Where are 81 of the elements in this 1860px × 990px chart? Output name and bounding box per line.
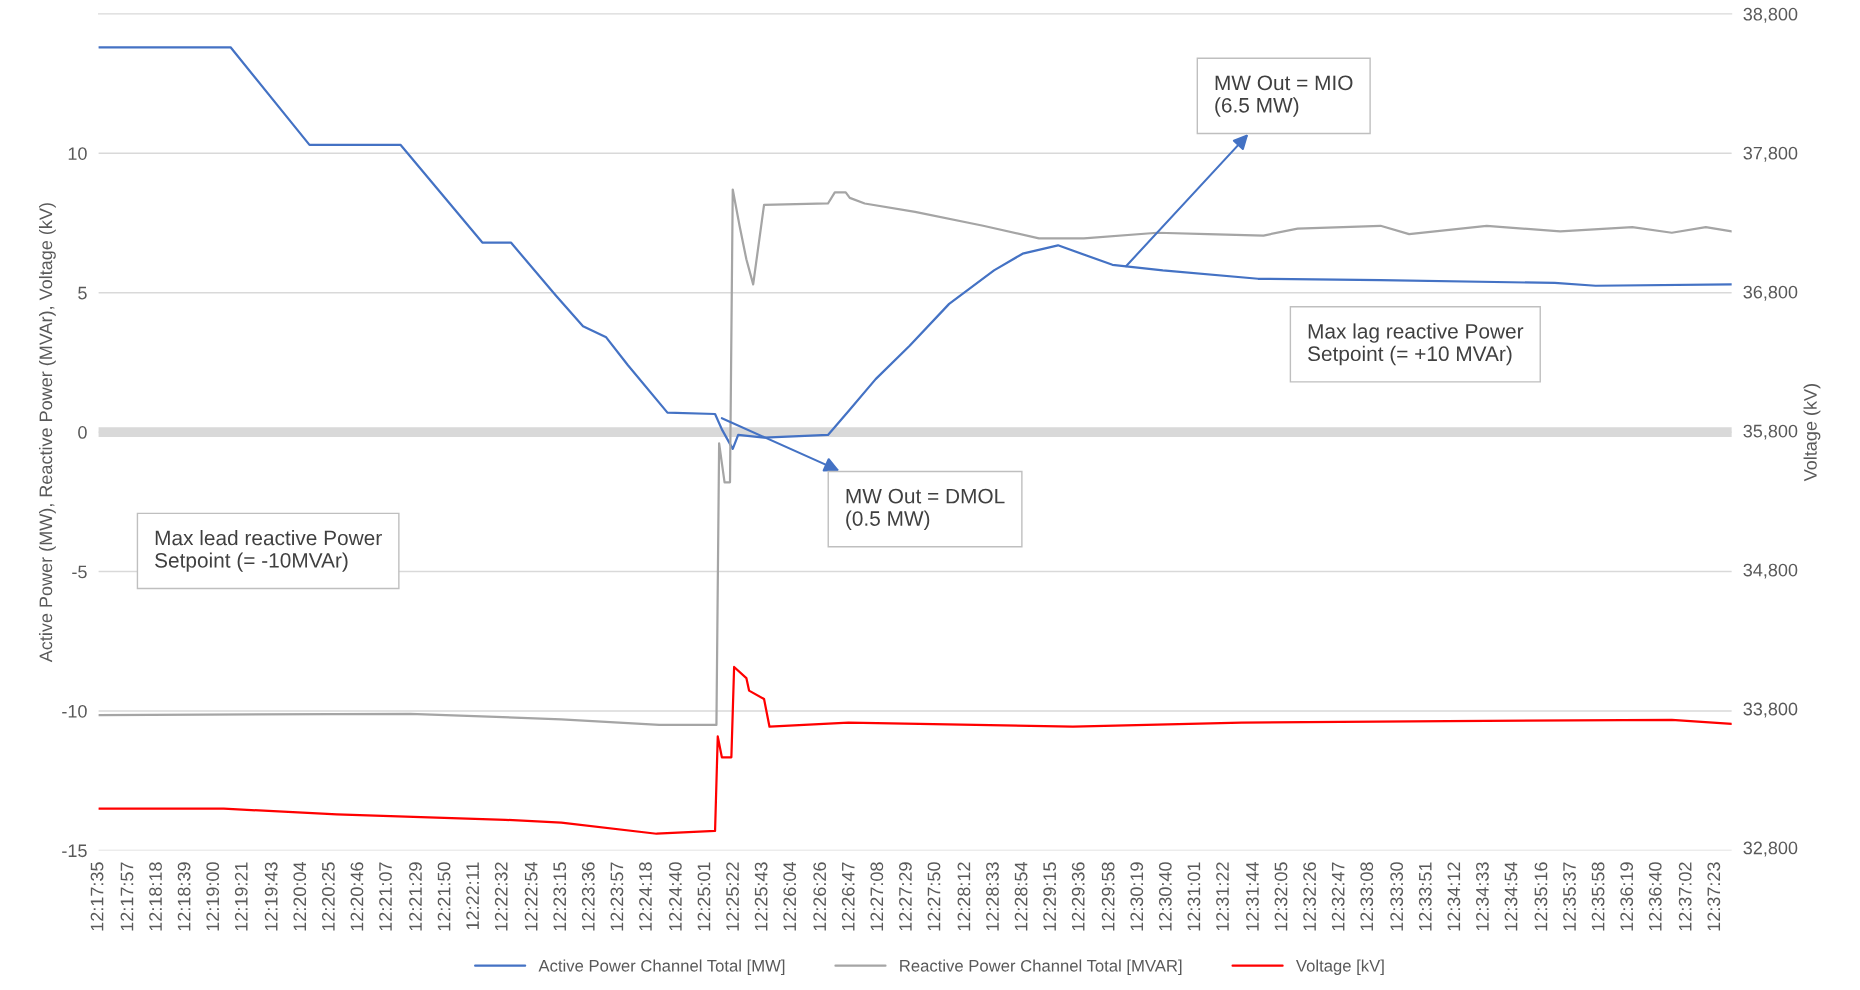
- line-series: [98, 188, 1732, 727]
- x-tick-label: 12:21:07: [379, 862, 392, 931]
- y2-tick-label: 37,800: [1743, 146, 1798, 162]
- x-tick-label: 12:35:58: [1591, 862, 1605, 931]
- x-tick-label: 12:18:18: [149, 862, 162, 931]
- x-tick-label: 12:37:02: [1678, 862, 1692, 931]
- legend-label: Voltage [kV]: [1295, 959, 1384, 975]
- x-tick-label: 12:22:54: [524, 862, 538, 931]
- x-tick-label: 12:33:51: [1418, 862, 1432, 931]
- x-tick-label: 12:36:19: [1620, 862, 1634, 931]
- x-tick-label: 12:23:57: [610, 862, 624, 931]
- x-tick-label: 12:28:33: [986, 862, 999, 931]
- x-tick-label: 12:22:11: [466, 862, 479, 930]
- x-tick-label: 12:35:16: [1534, 862, 1548, 931]
- x-tick-label: 12:17:57: [120, 862, 134, 931]
- x-tick-label: 12:28:54: [1014, 862, 1028, 931]
- x-tick-label: 12:32:26: [1303, 862, 1316, 931]
- y-tick-label: 0: [78, 426, 87, 439]
- annotation: Max lag reactive Power Setpoint (= +10 MVAr): [1308, 323, 1524, 366]
- x-tick-label: 12:20:25: [321, 862, 335, 931]
- x-tick-label: 12:31:44: [1246, 862, 1259, 931]
- x-tick-label: 12:34:12: [1447, 862, 1461, 931]
- y2-tick-label: 32,800: [1743, 841, 1798, 857]
- y-tick-label: -5: [72, 565, 87, 579]
- x-tick-label: 12:29:58: [1101, 862, 1115, 931]
- x-tick-label: 12:32:47: [1331, 862, 1345, 931]
- x-tick-label: 12:27:08: [870, 862, 884, 931]
- x-tick-label: 12:23:15: [553, 862, 567, 931]
- annotation: MW Out = DMOL (0.5 MW): [846, 488, 1005, 531]
- annotation: MW Out = MIO (6.5 MW): [1215, 75, 1353, 117]
- y-axis-title: Active Power (MW), Reactive Power (MVAr), Voltage (kV): [38, 203, 56, 663]
- x-tick-label: 12:25:43: [754, 862, 768, 931]
- x-tick-label: 12:26:47: [841, 862, 855, 931]
- x-tick-label: 12:27:50: [927, 862, 941, 931]
- x-tick-label: 12:30:40: [1158, 862, 1172, 931]
- x-tick-label: 12:27:29: [899, 862, 912, 931]
- x-tick-label: 12:20:46: [350, 862, 364, 931]
- x-tick-label: 12:21:29: [409, 862, 422, 931]
- x-tick-label: 12:21:50: [437, 862, 451, 931]
- x-tick-label: 12:29:36: [1071, 862, 1085, 931]
- x-tick-label: 12:37:23: [1707, 862, 1721, 931]
- x-tick-label: 12:34:33: [1476, 862, 1489, 931]
- y2-tick-label: 38,800: [1743, 7, 1798, 23]
- y-tick-label: -10: [62, 704, 87, 718]
- x-tick-label: 12:24:18: [639, 862, 652, 931]
- x-tick-label: 12:20:04: [293, 862, 307, 931]
- x-tick-label: 12:26:26: [813, 862, 827, 931]
- y-tick-label: 5: [78, 286, 87, 300]
- x-tick-label: 12:34:54: [1504, 862, 1518, 931]
- x-tick-label: 12:26:04: [783, 862, 797, 931]
- x-tick-label: 12:30:19: [1130, 862, 1144, 931]
- legend-label: Reactive Power Channel Total [MVAR]: [900, 959, 1182, 975]
- x-tick-label: 12:25:22: [726, 862, 739, 931]
- x-tick-label: 12:19:00: [206, 862, 220, 931]
- x-tick-label: 12:28:12: [957, 862, 971, 931]
- x-tick-label: 12:35:37: [1563, 862, 1576, 931]
- y2-axis-title: Voltage (kV): [1803, 384, 1821, 482]
- x-tick-label: 12:19:43: [264, 862, 278, 931]
- y2-tick-label: 36,800: [1743, 285, 1798, 301]
- y2-tick-label: 35,800: [1743, 424, 1798, 440]
- x-tick-label: 12:19:21: [234, 862, 248, 931]
- x-tick-label: 12:32:05: [1274, 862, 1288, 931]
- x-tick-label: 12:23:36: [581, 862, 595, 931]
- x-tick-label: 12:31:22: [1216, 862, 1229, 931]
- x-tick-label: 12:29:15: [1043, 862, 1057, 931]
- x-tick-label: 12:22:32: [494, 862, 508, 931]
- x-tick-label: 12:25:01: [697, 862, 711, 931]
- x-tick-label: 12:33:30: [1390, 862, 1404, 931]
- y2-tick-label: 33,800: [1743, 702, 1798, 718]
- y-tick-label: 10: [68, 147, 87, 161]
- x-tick-label: 12:31:01: [1187, 862, 1201, 931]
- x-tick-label: 12:36:40: [1648, 862, 1662, 931]
- y-tick-label: -15: [62, 844, 87, 858]
- line-series: [98, 665, 1732, 835]
- y2-tick-label: 34,800: [1743, 563, 1798, 579]
- x-tick-label: 12:17:35: [90, 862, 104, 931]
- annotation: Max lead reactive Power Setpoint (= -10MVAr): [155, 529, 382, 572]
- x-tick-label: 12:24:40: [669, 862, 682, 931]
- x-tick-label: 12:33:08: [1360, 862, 1374, 931]
- x-tick-label: 12:18:39: [177, 862, 191, 931]
- legend-label: Active Power Channel Total [MW]: [538, 959, 785, 975]
